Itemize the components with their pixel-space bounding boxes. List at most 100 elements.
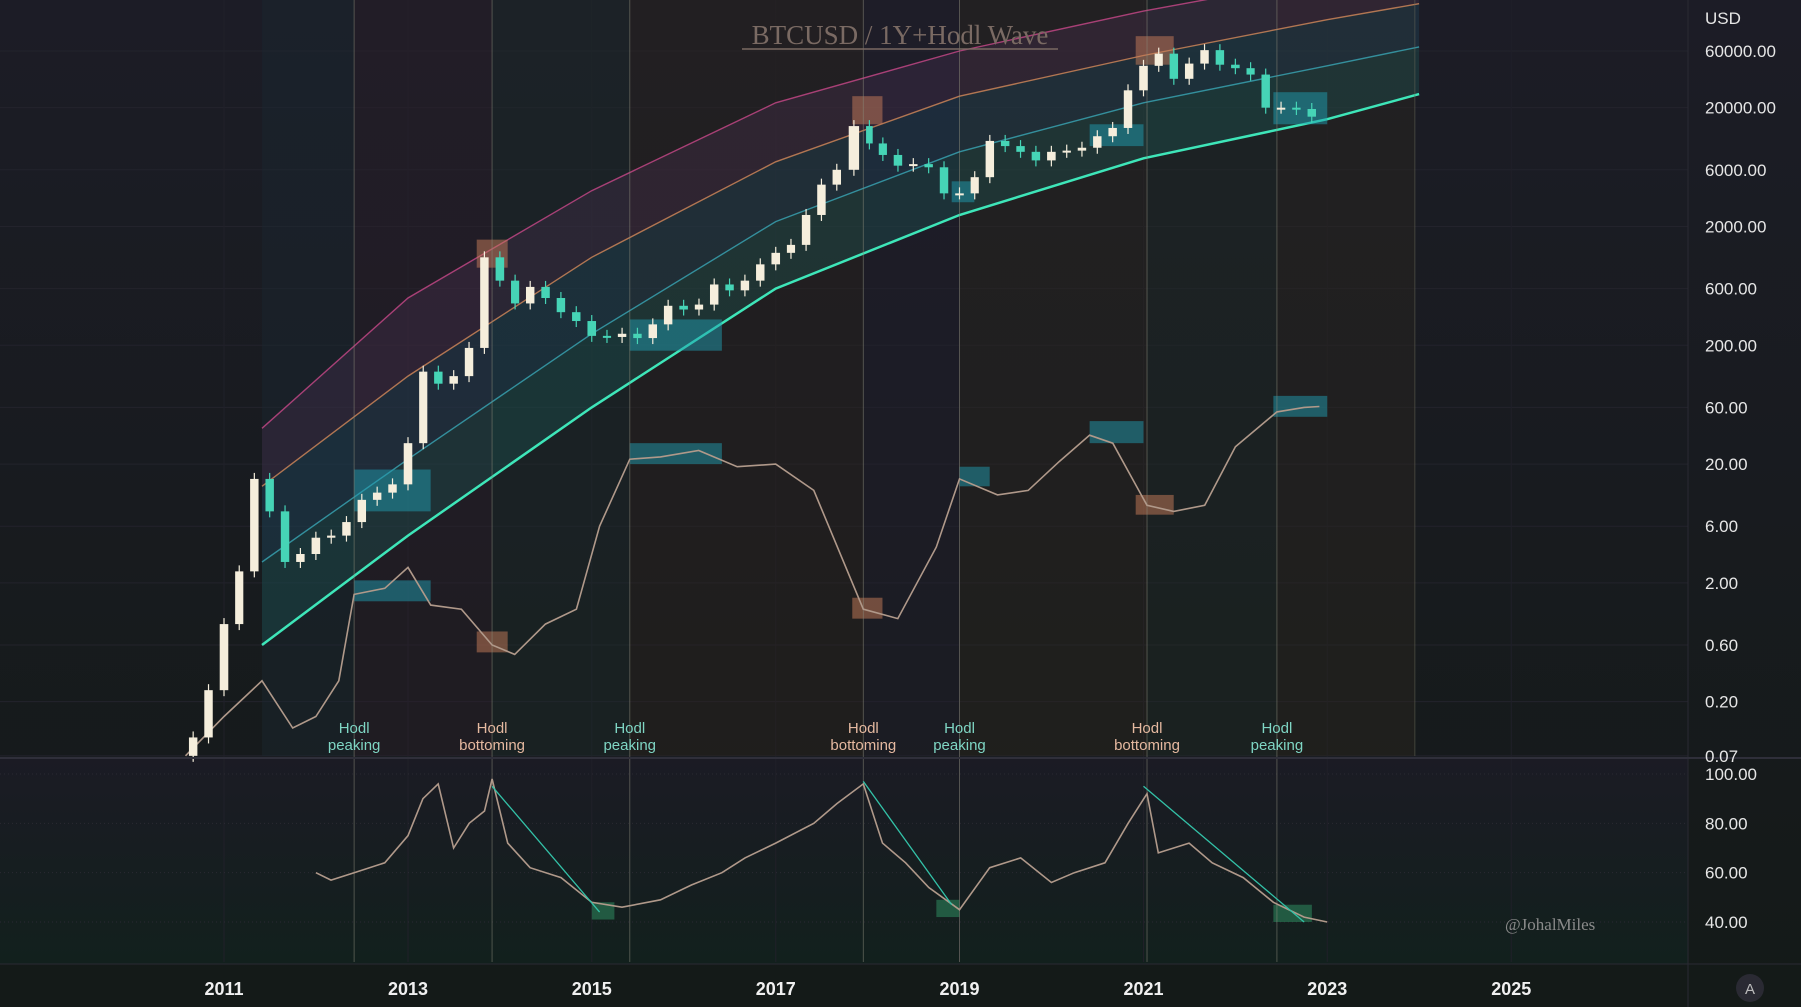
price-candle-31: [648, 324, 658, 339]
price-candle-2: [204, 690, 213, 738]
price-candle-59: [1077, 147, 1087, 151]
price-candle-58: [1062, 150, 1071, 153]
highlight-box-sub-2: [1273, 904, 1312, 922]
band-fill-2: [262, 0, 1420, 487]
price-candle-17: [434, 371, 443, 384]
price-candle-50: [939, 167, 949, 194]
price-candle-43: [832, 169, 842, 185]
price-candle-27: [587, 321, 597, 336]
price-candle-18: [449, 376, 458, 384]
price-candle-54: [1000, 140, 1010, 147]
price-candle-39: [771, 252, 781, 265]
price-candle-68: [1215, 50, 1225, 65]
price-candle-46: [878, 143, 887, 155]
annotation-line1-4: Hodl: [944, 720, 975, 737]
cycle-zone-0: [262, 0, 355, 756]
price-candle-73: [1292, 107, 1301, 110]
sub-series-oscillator-0: [315, 778, 1328, 923]
price-candle-70: [1246, 68, 1255, 75]
price-candle-35: [709, 284, 719, 305]
price-candle-32: [663, 305, 673, 325]
annotation-line2-6: peaking: [1251, 737, 1304, 754]
price-candle-4: [235, 571, 244, 625]
highlight-box-main-15: [1135, 494, 1174, 515]
band-fill-1: [262, 3, 1420, 562]
sub-y-tick-label-3: 40.00: [1705, 913, 1748, 932]
highlight-box-main-2: [951, 181, 975, 203]
x-tick-label-0: 2011: [204, 979, 243, 999]
x-tick-label-3: 2017: [756, 979, 796, 999]
x-tick-label-6: 2023: [1307, 979, 1347, 999]
price-candle-51: [955, 193, 964, 196]
annotation-line1-2: Hodl: [614, 720, 645, 737]
series-band_bottom: [261, 92, 1420, 647]
watermark: @JohalMiles: [1505, 915, 1595, 934]
price-candle-23: [525, 286, 535, 304]
y-tick-label-1: 20000.00: [1705, 99, 1776, 118]
price-candle-42: [817, 184, 826, 215]
price-candle-14: [388, 484, 397, 493]
price-candle-28: [602, 335, 612, 338]
price-candle-44: [848, 126, 860, 170]
x-tick-label-7: 2025: [1491, 979, 1531, 999]
zone-layer: [262, 0, 1415, 756]
price-candle-6: [265, 478, 274, 512]
price-candle-9: [311, 537, 321, 555]
y-tick-label-2: 6000.00: [1705, 161, 1766, 180]
price-candle-57: [1047, 151, 1056, 161]
y-tick-label-6: 60.00: [1705, 398, 1748, 417]
highlight-box-main-6: [852, 96, 883, 125]
price-candle-53: [985, 140, 995, 178]
y-tick-label-7: 20.00: [1705, 455, 1748, 474]
sub-y-tick-label-2: 60.00: [1705, 864, 1748, 883]
highlight-box-main-10: [959, 466, 990, 487]
price-candle-36: [725, 284, 734, 291]
highlight-box-main-14: [852, 597, 883, 619]
price-candle-52: [970, 177, 979, 194]
price-candle-72: [1276, 107, 1286, 110]
y-tick-label-4: 600.00: [1705, 280, 1757, 299]
price-candle-60: [1093, 136, 1102, 148]
highlight-box-sub-0: [591, 902, 615, 920]
price-candle-30: [633, 333, 642, 339]
x-axis: 2011 2013 2015 2017 2019 2021 2023 2025: [204, 979, 1531, 999]
price-candle-20: [480, 257, 489, 348]
price-candle-37: [740, 280, 750, 291]
y-tick-label-12: 0.07: [1705, 747, 1738, 766]
annotation-line2-5: bottoming: [1114, 737, 1180, 754]
price-candle-45: [866, 126, 873, 144]
price-candle-55: [1016, 146, 1025, 152]
price-candle-7: [280, 511, 290, 562]
auto-scale-label[interactable]: A: [1745, 981, 1755, 998]
y-tick-label-11: 0.20: [1705, 693, 1738, 712]
x-tick-label-2: 2015: [572, 979, 612, 999]
sub-y-tick-label-0: 100.00: [1705, 765, 1757, 784]
auto-scale-button[interactable]: [1736, 974, 1764, 1002]
price-candle-67: [1200, 50, 1209, 64]
highlight-box-main-8: [354, 580, 431, 602]
annotation-line2-3: bottoming: [830, 737, 896, 754]
annotation-line2-4: peaking: [933, 737, 986, 754]
price-candle-64: [1154, 53, 1163, 66]
price-candle-16: [419, 371, 428, 444]
y-tick-label-3: 2000.00: [1705, 217, 1766, 236]
y-tick-label-9: 2.00: [1705, 574, 1738, 593]
highlight-box-main-1: [629, 319, 722, 351]
sub-pane-background: [0, 758, 1688, 964]
price-candle-47: [893, 154, 903, 166]
price-candle-5: [250, 478, 259, 572]
cycle-zone-6: [1147, 0, 1277, 756]
price-candle-10: [327, 535, 336, 538]
price-candle-62: [1123, 90, 1133, 128]
price-candle-74: [1307, 108, 1316, 117]
price-candle-69: [1231, 64, 1240, 69]
price-candle-33: [679, 305, 688, 310]
price-candle-41: [801, 214, 811, 245]
price-candle-38: [756, 264, 765, 281]
annotation-line1-3: Hodl: [848, 720, 879, 737]
price-candle-34: [694, 304, 704, 310]
highlight-box-main-12: [1273, 395, 1328, 417]
highlight-box-main-11: [1089, 421, 1144, 444]
price-candle-24: [541, 286, 550, 299]
